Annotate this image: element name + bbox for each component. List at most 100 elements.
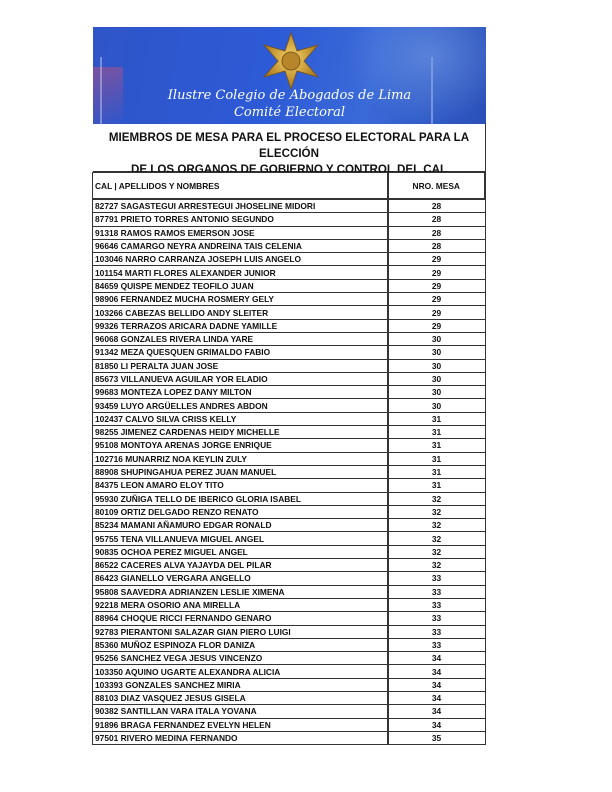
table-row: 86522 CACERES ALVA YAJAYDA DEL PILAR 32 bbox=[92, 558, 486, 573]
mesa-number-cell: 33 bbox=[386, 584, 486, 599]
table-row: 99326 TERRAZOS ARICARA DADNE YAMILLE 29 bbox=[92, 318, 486, 333]
table-row: 88964 CHOQUE RICCI FERNANDO GENARO 33 bbox=[92, 611, 486, 626]
member-name-cell: 88964 CHOQUE RICCI FERNANDO GENARO bbox=[92, 611, 388, 626]
member-name-cell: 95256 SANCHEZ VEGA JESUS VINCENZO bbox=[92, 651, 388, 666]
mesa-number-cell: 31 bbox=[386, 451, 486, 466]
table-row: 84659 QUISPE MENDEZ TEOFILO JUAN 29 bbox=[92, 278, 486, 294]
table-row: 91318 RAMOS RAMOS EMERSON JOSE 28 bbox=[92, 225, 486, 240]
mesa-number-cell: 30 bbox=[386, 385, 486, 400]
member-name-cell: 103393 GONZALES SANCHEZ MIRIA bbox=[92, 677, 388, 692]
institution-name: Ilustre Colegio de Abogados de Lima bbox=[167, 88, 412, 103]
mesa-number-cell: 32 bbox=[386, 518, 486, 533]
table-row: 88103 DIAZ VASQUEZ JESUS GISELA 34 bbox=[92, 690, 486, 706]
mesa-number-cell: 32 bbox=[386, 491, 486, 506]
member-name-cell: 92783 PIERANTONI SALAZAR GIAN PIERO LUIG… bbox=[92, 624, 388, 639]
table-row: 81850 LI PERALTA JUAN JOSE 30 bbox=[92, 358, 486, 373]
member-name-cell: 103350 AQUINO UGARTE ALEXANDRA ALICIA bbox=[92, 664, 388, 679]
table-row: 96068 GONZALES RIVERA LINDA YARE 30 bbox=[92, 331, 486, 347]
member-name-cell: 95755 TENA VILLANUEVA MIGUEL ANGEL bbox=[92, 531, 388, 546]
member-name-cell: 84375 LEON AMARO ELOY TITO bbox=[92, 478, 388, 493]
member-name-cell: 82727 SAGASTEGUI ARRESTEGUI JHOSELINE MI… bbox=[92, 198, 388, 214]
mesa-number-cell: 35 bbox=[386, 730, 486, 746]
member-name-cell: 96068 GONZALES RIVERA LINDA YARE bbox=[92, 331, 388, 347]
mesa-number-cell: 33 bbox=[386, 637, 486, 653]
table-row: 103046 NARRO CARRANZA JOSEPH LUIS ANGELO… bbox=[92, 252, 486, 267]
mesa-number-cell: 30 bbox=[386, 331, 486, 347]
table-row: 92218 MERA OSORIO ANA MIRELLA 33 bbox=[92, 597, 486, 613]
member-name-cell: 95808 SAAVEDRA ADRIANZEN LESLIE XIMENA bbox=[92, 584, 388, 599]
member-name-cell: 91318 RAMOS RAMOS EMERSON JOSE bbox=[92, 225, 388, 240]
mesa-number-cell: 28 bbox=[386, 238, 486, 254]
document-title: MIEMBROS DE MESA PARA EL PROCESO ELECTOR… bbox=[93, 130, 485, 178]
table-row: 90835 OCHOA PEREZ MIGUEL ANGEL 32 bbox=[92, 544, 486, 560]
member-name-cell: 96646 CAMARGO NEYRA ANDREINA TAIS CELENI… bbox=[92, 238, 388, 254]
flagpole-decoration bbox=[100, 57, 102, 124]
mesa-number-cell: 31 bbox=[386, 425, 486, 440]
member-name-cell: 101154 MARTI FLORES ALEXANDER JUNIOR bbox=[92, 265, 388, 280]
mesa-number-cell: 30 bbox=[386, 371, 486, 387]
table-row: 86423 GIANELLO VERGARA ANGELLO 33 bbox=[92, 571, 486, 586]
mesa-number-cell: 30 bbox=[386, 358, 486, 373]
mesa-number-cell: 34 bbox=[386, 690, 486, 706]
header-banner: Ilustre Colegio de Abogados de Lima Comi… bbox=[93, 27, 486, 124]
table-row: 96646 CAMARGO NEYRA ANDREINA TAIS CELENI… bbox=[92, 238, 486, 254]
mesa-number-cell: 32 bbox=[386, 531, 486, 546]
title-box: MIEMBROS DE MESA PARA EL PROCESO ELECTOR… bbox=[93, 124, 486, 176]
mesa-number-cell: 29 bbox=[386, 292, 486, 307]
table-row: 85234 MAMANI AÑAMURO EDGAR RONALD 32 bbox=[92, 518, 486, 533]
member-name-cell: 88103 DIAZ VASQUEZ JESUS GISELA bbox=[92, 690, 388, 706]
member-name-cell: 95108 MONTOYA ARENAS JORGE ENRIQUE bbox=[92, 438, 388, 453]
member-name-cell: 95930 ZUÑIGA TELLO DE IBERICO GLORIA ISA… bbox=[92, 491, 388, 506]
mesa-number-cell: 32 bbox=[386, 504, 486, 520]
table-row: 88908 SHUPINGAHUA PEREZ JUAN MANUEL 31 bbox=[92, 464, 486, 480]
mesa-number-cell: 34 bbox=[386, 651, 486, 666]
mesa-number-cell: 30 bbox=[386, 345, 486, 360]
member-name-cell: 98255 JIMENEZ CARDENAS HEIDY MICHELLE bbox=[92, 425, 388, 440]
mesa-number-cell: 31 bbox=[386, 438, 486, 453]
table-row: 91342 MEZA QUESQUEN GRIMALDO FABIO 30 bbox=[92, 345, 486, 360]
member-name-cell: 86522 CACERES ALVA YAJAYDA DEL PILAR bbox=[92, 558, 388, 573]
table-row: 99683 MONTEZA LOPEZ DANY MILTON 30 bbox=[92, 385, 486, 400]
mesa-number-cell: 31 bbox=[386, 411, 486, 427]
member-name-cell: 102437 CALVO SILVA CRISS KELLY bbox=[92, 411, 388, 427]
table-row: 92783 PIERANTONI SALAZAR GIAN PIERO LUIG… bbox=[92, 624, 486, 639]
mesa-number-cell: 34 bbox=[386, 717, 486, 732]
member-name-cell: 90835 OCHOA PEREZ MIGUEL ANGEL bbox=[92, 544, 388, 560]
table-row: 90382 SANTILLAN VARA ITALA YOVANA 34 bbox=[92, 704, 486, 719]
member-name-cell: 103046 NARRO CARRANZA JOSEPH LUIS ANGELO bbox=[92, 252, 388, 267]
member-name-cell: 99326 TERRAZOS ARICARA DADNE YAMILLE bbox=[92, 318, 388, 333]
table-row: 98906 FERNANDEZ MUCHA ROSMERY GELY 29 bbox=[92, 292, 486, 307]
table-row: 95755 TENA VILLANUEVA MIGUEL ANGEL 32 bbox=[92, 531, 486, 546]
table-row: 95808 SAAVEDRA ADRIANZEN LESLIE XIMENA 33 bbox=[92, 584, 486, 599]
table-row: 103350 AQUINO UGARTE ALEXANDRA ALICIA 34 bbox=[92, 664, 486, 679]
table-header-row: CAL | APELLIDOS Y NOMBRES NRO. MESA bbox=[92, 172, 486, 200]
mesa-number-cell: 33 bbox=[386, 571, 486, 586]
member-name-cell: 80109 ORTIZ DELGADO RENZO RENATO bbox=[92, 504, 388, 520]
member-name-cell: 93459 LUYO ARGÜELLES ANDRES ABDON bbox=[92, 398, 388, 413]
mesa-number-cell: 29 bbox=[386, 305, 486, 320]
table-row: 102437 CALVO SILVA CRISS KELLY 31 bbox=[92, 411, 486, 427]
member-name-cell: 91896 BRAGA FERNANDEZ EVELYN HELEN bbox=[92, 717, 388, 732]
table-row: 103393 GONZALES SANCHEZ MIRIA 34 bbox=[92, 677, 486, 692]
member-name-cell: 87791 PRIETO TORRES ANTONIO SEGUNDO bbox=[92, 212, 388, 227]
palm-decoration bbox=[346, 27, 486, 124]
member-name-cell: 97501 RIVERO MEDINA FERNANDO bbox=[92, 730, 388, 746]
member-name-cell: 85673 VILLANUEVA AGUILAR YOR ELADIO bbox=[92, 371, 388, 387]
table-row: 85360 MUÑOZ ESPINOZA FLOR DANIZA 33 bbox=[92, 637, 486, 653]
mesa-number-cell: 30 bbox=[386, 398, 486, 413]
member-name-cell: 86423 GIANELLO VERGARA ANGELLO bbox=[92, 571, 388, 586]
committee-name: Comité Electoral bbox=[233, 105, 346, 120]
table-row: 85673 VILLANUEVA AGUILAR YOR ELADIO 30 bbox=[92, 371, 486, 387]
member-name-cell: 103266 CABEZAS BELLIDO ANDY SLEITER bbox=[92, 305, 388, 320]
member-name-cell: 90382 SANTILLAN VARA ITALA YOVANA bbox=[92, 704, 388, 719]
flag-decoration bbox=[93, 67, 123, 124]
table-row: 80109 ORTIZ DELGADO RENZO RENATO 32 bbox=[92, 504, 486, 520]
mesa-number-cell: 28 bbox=[386, 212, 486, 227]
table-row: 82727 SAGASTEGUI ARRESTEGUI JHOSELINE MI… bbox=[92, 198, 486, 214]
member-name-cell: 81850 LI PERALTA JUAN JOSE bbox=[92, 358, 388, 373]
mesa-number-cell: 31 bbox=[386, 478, 486, 493]
mesa-number-cell: 33 bbox=[386, 611, 486, 626]
column-header-name: CAL | APELLIDOS Y NOMBRES bbox=[92, 172, 389, 200]
member-name-cell: 88908 SHUPINGAHUA PEREZ JUAN MANUEL bbox=[92, 464, 388, 480]
table-row: 91896 BRAGA FERNANDEZ EVELYN HELEN 34 bbox=[92, 717, 486, 732]
